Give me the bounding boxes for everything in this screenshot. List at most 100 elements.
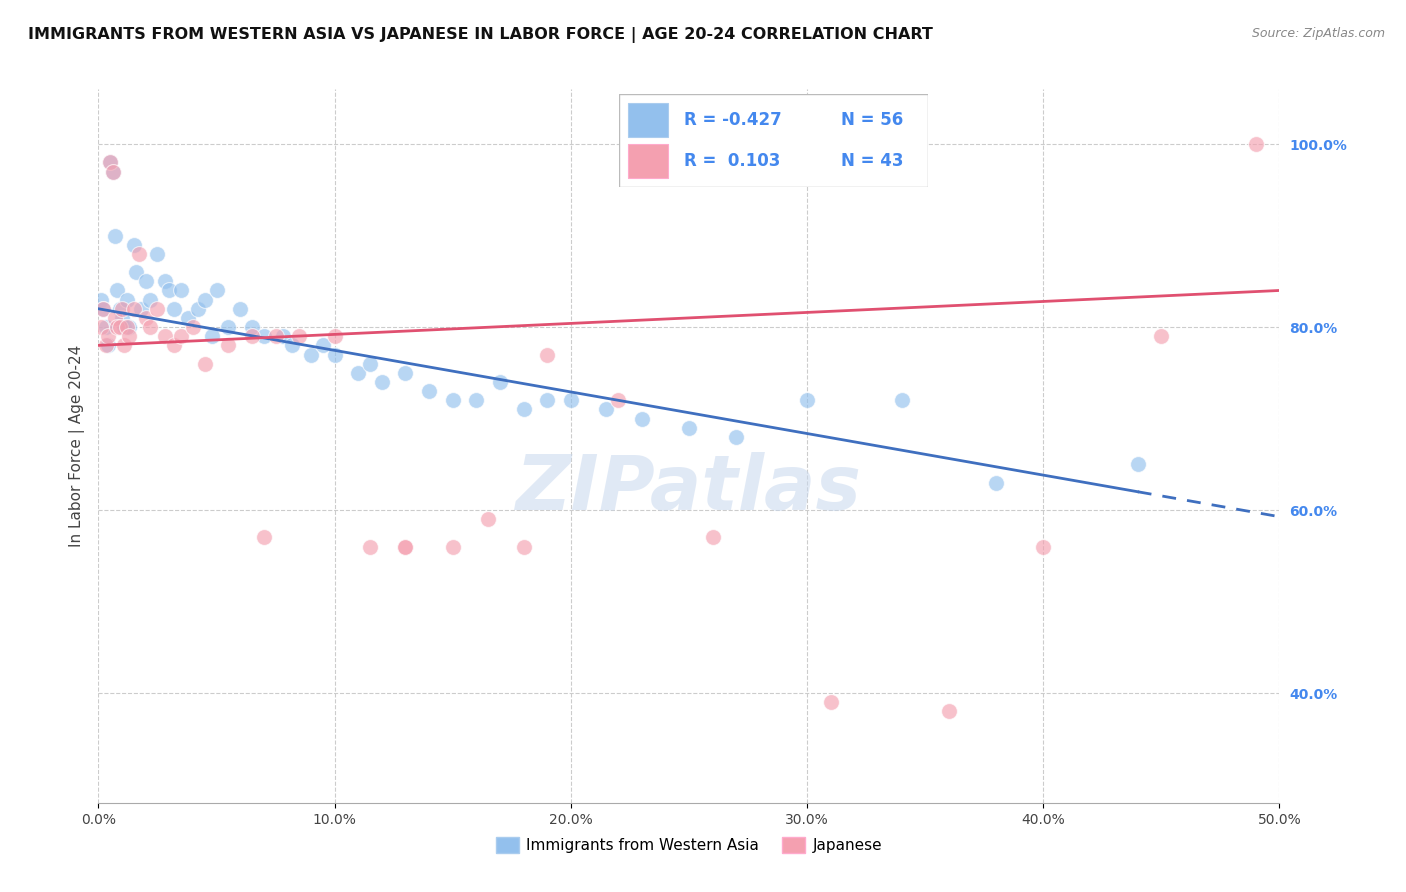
Point	[153, 329, 176, 343]
Point	[135, 274, 157, 288]
Point	[288, 329, 311, 343]
Point	[163, 338, 186, 352]
Point	[240, 320, 263, 334]
Point	[105, 320, 128, 334]
Point	[271, 329, 294, 343]
Point	[146, 301, 169, 316]
Point	[122, 301, 145, 316]
Point	[97, 329, 120, 343]
Point	[394, 540, 416, 554]
Point	[194, 357, 217, 371]
Point	[201, 329, 224, 343]
Point	[323, 329, 346, 343]
Point	[91, 301, 114, 316]
Text: N = 43: N = 43	[841, 153, 904, 170]
Point	[938, 704, 960, 718]
Point	[104, 228, 127, 243]
Text: IMMIGRANTS FROM WESTERN ASIA VS JAPANESE IN LABOR FORCE | AGE 20-24 CORRELATION : IMMIGRANTS FROM WESTERN ASIA VS JAPANESE…	[28, 27, 934, 43]
Point	[312, 338, 335, 352]
Point	[394, 366, 416, 380]
Point	[90, 320, 112, 334]
Point	[194, 293, 217, 307]
FancyBboxPatch shape	[628, 145, 668, 178]
Point	[129, 301, 152, 316]
Point	[253, 329, 276, 343]
Point	[94, 338, 117, 352]
Point	[98, 155, 121, 169]
Point	[264, 329, 287, 343]
Point	[536, 393, 558, 408]
Text: Source: ZipAtlas.com: Source: ZipAtlas.com	[1251, 27, 1385, 40]
Point	[984, 475, 1007, 490]
Point	[229, 301, 252, 316]
Point	[253, 531, 276, 545]
Point	[115, 293, 138, 307]
FancyBboxPatch shape	[628, 103, 668, 136]
Point	[796, 393, 818, 408]
Point	[560, 393, 582, 408]
Point	[128, 247, 150, 261]
Point	[146, 247, 169, 261]
Point	[347, 366, 370, 380]
Y-axis label: In Labor Force | Age 20-24: In Labor Force | Age 20-24	[69, 345, 84, 547]
Point	[135, 310, 157, 325]
Point	[1244, 137, 1267, 152]
Point	[1126, 458, 1149, 472]
Point	[359, 357, 381, 371]
Point	[595, 402, 617, 417]
Point	[240, 329, 263, 343]
Point	[371, 375, 394, 389]
Point	[111, 301, 134, 316]
Point	[678, 420, 700, 434]
Point	[607, 393, 630, 408]
Point	[281, 338, 304, 352]
Point	[890, 393, 912, 408]
Point	[418, 384, 440, 398]
Point	[512, 540, 534, 554]
Point	[477, 512, 499, 526]
Point	[104, 310, 127, 325]
Point	[702, 531, 724, 545]
Point	[139, 293, 162, 307]
Point	[90, 293, 112, 307]
Point	[101, 164, 124, 178]
Point	[323, 347, 346, 361]
FancyBboxPatch shape	[619, 94, 928, 187]
Point	[101, 164, 124, 178]
Point	[205, 284, 228, 298]
Point	[536, 347, 558, 361]
Point	[91, 301, 114, 316]
Point	[187, 301, 209, 316]
Point	[217, 338, 239, 352]
Point	[441, 540, 464, 554]
Point	[122, 237, 145, 252]
Text: ZIPatlas: ZIPatlas	[516, 452, 862, 525]
Point	[1032, 540, 1054, 554]
Point	[512, 402, 534, 417]
Point	[112, 338, 135, 352]
Point	[217, 320, 239, 334]
Point	[118, 329, 141, 343]
Point	[725, 430, 748, 444]
Point	[465, 393, 488, 408]
Point	[139, 320, 162, 334]
Point	[177, 310, 200, 325]
Point	[115, 320, 138, 334]
Text: N = 56: N = 56	[841, 111, 904, 128]
Point	[163, 301, 186, 316]
Point	[359, 540, 381, 554]
Point	[181, 320, 204, 334]
Point	[441, 393, 464, 408]
Legend: Immigrants from Western Asia, Japanese: Immigrants from Western Asia, Japanese	[489, 831, 889, 859]
Point	[1150, 329, 1173, 343]
Point	[125, 265, 148, 279]
Point	[820, 695, 842, 709]
Point	[108, 301, 131, 316]
Point	[299, 347, 322, 361]
Point	[157, 284, 180, 298]
Point	[105, 284, 128, 298]
Point	[97, 338, 120, 352]
Point	[112, 320, 135, 334]
Point	[98, 155, 121, 169]
Point	[108, 320, 131, 334]
